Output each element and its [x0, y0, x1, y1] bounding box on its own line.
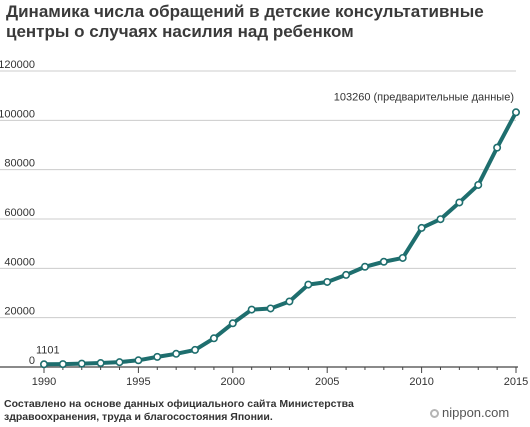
data-point [342, 270, 351, 279]
data-point [360, 262, 369, 271]
data-point [417, 223, 426, 232]
nippon-logo-icon [430, 409, 439, 418]
data-point [455, 198, 464, 207]
data-point [153, 352, 162, 361]
x-tick-label: 2015 [504, 376, 528, 388]
data-point [379, 257, 388, 266]
x-tick-label: 2000 [221, 376, 245, 388]
data-label: 1101 [36, 344, 60, 356]
brand-text: nippon.com [442, 405, 510, 420]
data-series [39, 108, 520, 369]
data-point [39, 360, 48, 369]
y-tick-label: 80000 [4, 158, 35, 170]
y-tick-labels: 0 20000 40000 60000 80000 100000 120000 [0, 59, 35, 367]
y-tick-label: 0 [29, 355, 35, 367]
data-point [436, 215, 445, 224]
x-tick-label: 2005 [315, 376, 339, 388]
data-point [77, 359, 86, 368]
data-point [304, 280, 313, 289]
data-point [266, 304, 275, 313]
x-tick-label: 1990 [32, 376, 56, 388]
y-tick-label: 120000 [0, 59, 35, 71]
data-point [58, 360, 67, 369]
y-tick-label: 60000 [4, 207, 35, 219]
y-tick-label: 20000 [4, 306, 35, 318]
data-point [191, 345, 200, 354]
x-tick-label: 1995 [126, 376, 150, 388]
chart-title: Динамика числа обращений в детские консу… [6, 2, 484, 41]
data-point [493, 143, 502, 152]
data-point [247, 305, 256, 314]
y-tick-label: 100000 [0, 108, 35, 120]
series-line [42, 110, 518, 367]
brand-logo[interactable]: nippon.com [430, 405, 509, 420]
data-point [134, 356, 143, 365]
data-point [323, 277, 332, 286]
data-point [511, 108, 520, 117]
x-axis: 1990 1995 2000 2005 2010 2015 [0, 366, 528, 388]
data-label: 103260 (предварительные данные) [334, 91, 514, 103]
data-point [172, 349, 181, 358]
source-note: Составлено на основе данных официального… [4, 398, 354, 423]
data-point [285, 297, 294, 306]
data-labels: 1101 103260 (предварительные данные) [36, 91, 514, 356]
data-point [398, 253, 407, 262]
data-point [115, 358, 124, 367]
x-tick-label: 2010 [409, 376, 433, 388]
grid-lines [0, 70, 516, 319]
data-point [96, 359, 105, 368]
data-point [209, 334, 218, 343]
y-tick-label: 40000 [4, 256, 35, 268]
data-point [228, 319, 237, 328]
data-point [474, 180, 483, 189]
